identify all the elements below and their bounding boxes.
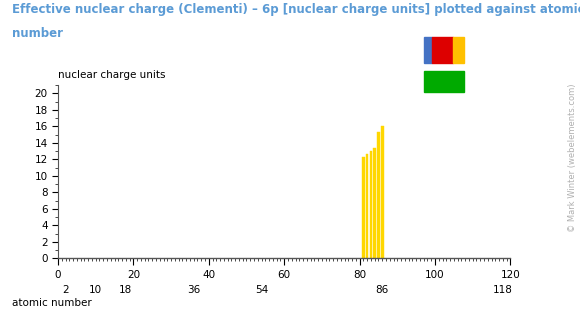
Bar — [374, 148, 376, 258]
Text: 54: 54 — [255, 285, 268, 295]
Text: atomic number: atomic number — [12, 298, 92, 308]
Text: 2: 2 — [62, 285, 69, 295]
Bar — [424, 37, 432, 63]
Bar — [453, 37, 463, 63]
Text: 86: 86 — [376, 285, 389, 295]
Text: nuclear charge units: nuclear charge units — [58, 70, 165, 80]
Bar — [366, 154, 368, 258]
Bar — [362, 157, 365, 258]
Text: 18: 18 — [119, 285, 132, 295]
Text: Effective nuclear charge (Clementi) – 6p [nuclear charge units] plotted against : Effective nuclear charge (Clementi) – 6p… — [12, 3, 580, 16]
Text: © Mark Winter (webelements.com): © Mark Winter (webelements.com) — [568, 83, 577, 232]
Text: 118: 118 — [493, 285, 513, 295]
Bar — [424, 72, 463, 92]
Bar — [381, 126, 383, 258]
Bar — [377, 132, 380, 258]
Text: number: number — [12, 27, 63, 40]
Text: 10: 10 — [89, 285, 102, 295]
Text: 36: 36 — [187, 285, 200, 295]
Bar — [369, 151, 372, 258]
Bar — [432, 37, 453, 63]
